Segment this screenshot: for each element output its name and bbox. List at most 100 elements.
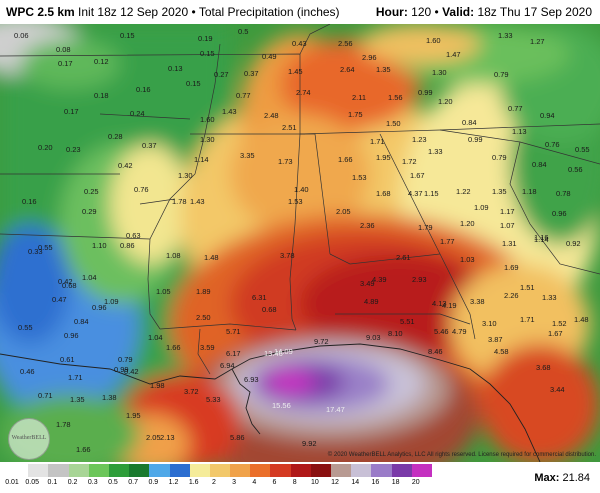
precip-value: 1.15 [424,189,439,198]
precip-value: 1.05 [156,287,171,296]
precip-value: 1.67 [548,329,563,338]
precip-value: 2.11 [352,93,366,102]
precip-value: 0.61 [60,355,75,364]
precip-value: 1.78 [56,420,71,429]
precip-value: 0.96 [552,209,567,218]
precip-value: 0.29 [82,207,97,216]
legend-swatch [270,464,292,477]
precip-value: 15.56 [272,401,291,410]
legend-swatch [189,464,211,477]
precip-value: 0.16 [136,85,151,94]
precip-value: 0.46 [20,367,35,376]
legend-label: 0.7 [128,479,139,486]
precip-field [0,24,600,462]
precip-value: 0.15 [186,79,201,88]
legend-label: 10 [310,479,319,486]
legend-swatch [169,464,191,477]
precip-value: 2.50 [196,313,211,322]
precip-value: 1.33 [542,293,557,302]
precip-value: 0.79 [492,153,507,162]
precip-value: 0.79 [118,355,133,364]
precip-value: 0.17 [64,107,79,116]
precip-value: 1.33 [428,147,443,156]
precip-value: 1.30 [432,68,447,77]
title-left: WPC 2.5 km Init 18z 12 Sep 2020 • Total … [6,5,340,19]
legend-swatch [290,464,312,477]
precip-value: 5.51 [400,317,415,326]
precip-value: 1.71 [520,315,535,324]
precip-value: 1.68 [376,189,391,198]
precip-value: 1.31 [502,239,517,248]
precip-value: 1.78 [172,197,187,206]
precip-value: 0.84 [462,118,477,127]
precip-value: 0.68 [262,305,277,314]
precip-value: 4.58 [494,347,509,356]
init-time: Init 18z 12 Sep 2020 [78,5,189,19]
precip-value: 0.13 [168,64,183,73]
legend-swatch [8,464,29,477]
legend-label: 14 [351,479,360,486]
precip-value: 4.37 [408,189,423,198]
precip-value: 1.23 [412,135,427,144]
precip-value: 0.76 [545,140,560,149]
precip-value: 2.56 [338,39,353,48]
precip-value: 0.5 [238,27,248,36]
precip-value: 0.76 [134,185,149,194]
precip-values: 0.06 0.15 0.19 0.5 0.43 2.56 1.60 1.33 1.27 0.08 0… [14,27,590,454]
precip-value: 0.16 [22,197,37,206]
precip-value: 1.20 [460,219,475,228]
precip-value: 1.56 [388,93,403,102]
precip-value: 0.99 [114,365,129,374]
precip-value: 1.95 [376,153,391,162]
title-separator: • [191,5,196,19]
precip-value: 3.78 [280,251,295,260]
precip-value: 1.51 [520,283,535,292]
legend-swatch [250,464,271,477]
title-bar: WPC 2.5 km Init 18z 12 Sep 2020 • Total … [0,0,600,24]
precip-value: 0.86 [120,241,135,250]
precip-value: 1.35 [70,395,85,404]
precip-value: 1.67 [410,171,425,180]
precip-value: 1.13 [512,127,527,136]
precip-value: 1.72 [402,157,417,166]
precip-value: 2.26 [504,291,519,300]
legend-swatch [209,464,231,477]
precip-value: 4.13 [432,299,447,308]
legend-swatch [371,464,393,477]
precip-value: 1.79 [418,223,433,232]
precip-value: 0.28 [108,132,123,141]
precip-value: 0.99 [468,135,483,144]
precip-value: 2.61 [396,253,411,262]
precip-value: 2.96 [362,53,377,62]
precip-value: 3.35 [240,151,255,160]
legend-swatch [28,464,49,477]
precip-value: 0.49 [262,52,277,61]
precip-value: 1.52 [552,319,567,328]
precip-value: 3.68 [536,363,551,372]
precip-value: 0.37 [244,69,259,78]
legend-swatch [351,464,372,477]
precip-value: 1.17 [500,207,515,216]
precip-value: 0.71 [38,391,53,400]
precip-value: 1.50 [386,119,401,128]
precip-value: 2.51 [282,123,297,132]
precip-value: 0.25 [84,187,99,196]
precip-value: 3.38 [470,297,485,306]
legend-label: 0.2 [67,479,78,486]
precip-value: 2.93 [412,275,427,284]
precip-value: 0.06 [14,31,29,40]
precip-value: 8.46 [428,347,443,356]
precip-value: 0.42 [118,161,133,170]
legend-label: 0.9 [148,479,159,486]
precip-value: 14.09 [274,347,293,356]
precip-value: 0.15 [200,49,215,58]
precip-value: 1.38 [102,393,117,402]
precip-value: 1.30 [200,135,215,144]
weatherbell-logo: WeatherBELL [8,418,50,460]
precip-value: 0.24 [130,109,145,118]
precip-value: 1.30 [178,171,193,180]
precip-value: 0.84 [532,160,547,169]
precip-value: 3.59 [200,343,215,352]
precip-value: 0.42 [58,277,73,286]
precip-value: 1.48 [204,253,219,262]
